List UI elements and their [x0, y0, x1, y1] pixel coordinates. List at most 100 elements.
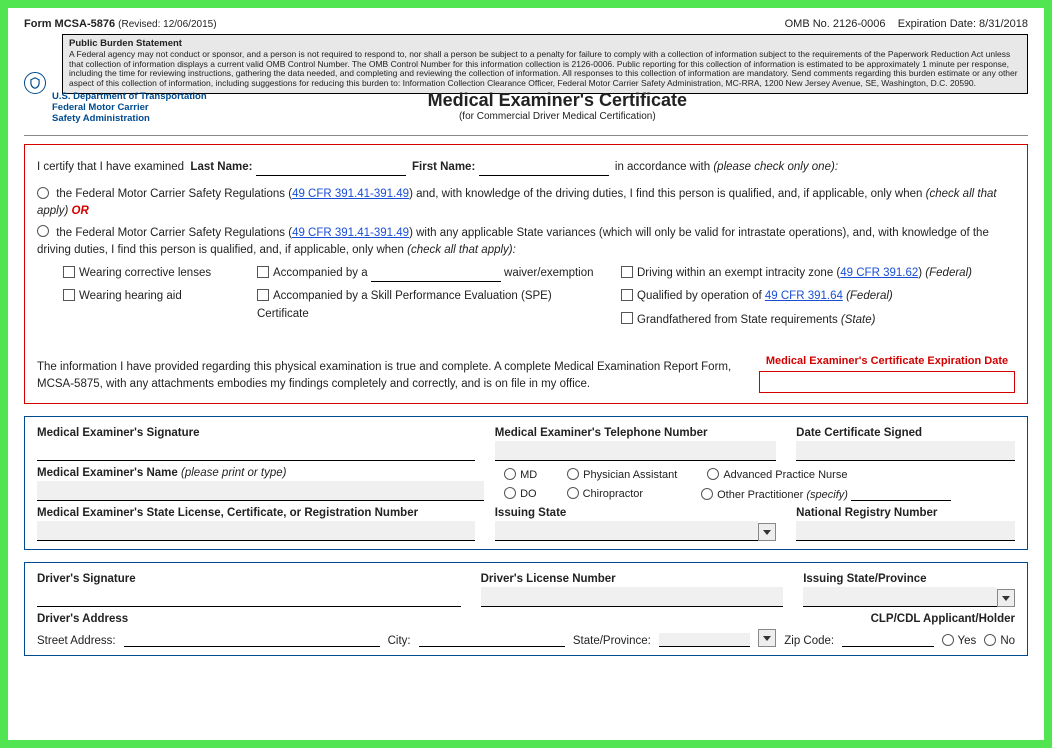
omb-number: OMB No. 2126-0006 [785, 18, 886, 30]
dot-logo-icon [24, 72, 46, 94]
driver-state-dropdown[interactable] [997, 589, 1015, 607]
issuing-state-dropdown[interactable] [758, 523, 776, 541]
burden-statement: Public Burden Statement A Federal agency… [62, 34, 1028, 94]
dept-line3: Safety Administration [52, 114, 207, 125]
title-header: U.S. Department of Transportation Federa… [24, 96, 1028, 136]
do-radio[interactable] [504, 487, 516, 499]
option-2-row: the Federal Motor Carrier Safety Regulat… [37, 225, 1015, 260]
last-name-input[interactable] [256, 162, 406, 176]
grandfathered-checkbox[interactable] [621, 312, 633, 324]
accordance-text: in accordance with [615, 161, 710, 173]
lenses-checkbox[interactable] [63, 266, 75, 278]
apn-label: Advanced Practice Nurse [723, 469, 847, 481]
spe-checkbox[interactable] [257, 289, 269, 301]
form-page: Form MCSA-5876 (Revised: 12/06/2015) OMB… [8, 8, 1044, 740]
examiner-sig-label: Medical Examiner's Signature [37, 427, 475, 439]
issuing-state-input[interactable] [495, 521, 758, 541]
yes-label: Yes [958, 635, 977, 647]
certification-section: I certify that I have examined Last Name… [24, 144, 1028, 405]
examiner-section: Medical Examiner's Signature Medical Exa… [24, 416, 1028, 550]
burden-text: A Federal agency may not conduct or spon… [69, 50, 1021, 89]
spe-label: Accompanied by a Skill Performance Evalu… [257, 290, 552, 319]
license-input[interactable] [37, 521, 475, 541]
clp-yes-radio[interactable] [942, 634, 954, 646]
examiner-name-label: Medical Examiner's Name [37, 467, 178, 479]
driver-sig-label: Driver's Signature [37, 573, 461, 585]
driver-sig-input[interactable] [37, 587, 461, 607]
intracity-label-a: Driving within an exempt intracity zone … [637, 267, 840, 279]
examiner-sig-input[interactable] [37, 441, 475, 461]
stprov-input[interactable] [659, 633, 750, 647]
md-radio[interactable] [504, 468, 516, 480]
stprov-dropdown[interactable] [758, 629, 776, 647]
opt2-text-a: the Federal Motor Carrier Safety Regulat… [56, 227, 292, 239]
grandfathered-label: Grandfathered from State requirements [637, 314, 838, 326]
top-header: Form MCSA-5876 (Revised: 12/06/2015) OMB… [24, 18, 1028, 30]
driver-section: Driver's Signature Driver's License Numb… [24, 562, 1028, 656]
cfr-link-1[interactable]: 49 CFR 391.41-391.49 [292, 188, 409, 200]
driver-state-input[interactable] [803, 587, 997, 607]
opt1-text-a: the Federal Motor Carrier Safety Regulat… [56, 188, 292, 200]
do-label: DO [520, 488, 537, 500]
street-input[interactable] [124, 633, 380, 647]
registry-input[interactable] [796, 521, 1015, 541]
specify-hint: (specify) [806, 489, 848, 501]
intracity-checkbox[interactable] [621, 266, 633, 278]
date-signed-label: Date Certificate Signed [796, 427, 1015, 439]
stprov-label: State/Province: [573, 635, 651, 647]
qualified-checkbox[interactable] [621, 289, 633, 301]
zip-input[interactable] [842, 633, 933, 647]
qualified-label-a: Qualified by operation of [637, 290, 762, 302]
examiner-name-input[interactable] [37, 481, 484, 501]
waiver-checkbox[interactable] [257, 266, 269, 278]
chiro-radio[interactable] [567, 487, 579, 499]
grandfathered-state: (State) [841, 314, 876, 326]
first-name-label: First Name: [412, 161, 475, 173]
hearing-label: Wearing hearing aid [79, 290, 182, 302]
other-radio[interactable] [701, 488, 713, 500]
waiver-input[interactable] [371, 268, 501, 282]
title-block: Medical Examiner's Certificate (for Comm… [207, 90, 908, 122]
first-name-input[interactable] [479, 162, 609, 176]
date-signed-input[interactable] [796, 441, 1015, 461]
apn-radio[interactable] [707, 468, 719, 480]
revised-date: (Revised: 12/06/2015) [118, 19, 216, 30]
intracity-link[interactable]: 49 CFR 391.62 [840, 267, 918, 279]
cfr-link-2[interactable]: 49 CFR 391.41-391.49 [292, 227, 409, 239]
other-specify-input[interactable] [851, 487, 951, 501]
intracity-fed: (Federal) [925, 267, 972, 279]
option-2-radio[interactable] [37, 225, 49, 237]
cert-exp-input[interactable] [759, 371, 1015, 393]
waiver-label-b: waiver/exemption [504, 267, 593, 279]
intracity-label-b: ) [918, 267, 922, 279]
form-number: Form MCSA-5876 [24, 18, 115, 30]
option-1-row: the Federal Motor Carrier Safety Regulat… [37, 186, 1015, 221]
hearing-checkbox[interactable] [63, 289, 75, 301]
city-input[interactable] [419, 633, 565, 647]
driver-address-label: Driver's Address [37, 613, 128, 625]
examiner-name-hint: (please print or type) [181, 467, 286, 479]
opt1-text-b: ) and, with knowledge of the driving dut… [409, 188, 922, 200]
waiver-label-a: Accompanied by a [273, 267, 368, 279]
city-label: City: [388, 635, 411, 647]
check-one-hint: (please check only one): [713, 161, 838, 173]
chiro-label: Chiropractor [583, 488, 644, 500]
driver-state-label: Issuing State/Province [803, 573, 1015, 585]
qualified-link[interactable]: 49 CFR 391.64 [765, 290, 843, 302]
info-statement: The information I have provided regardin… [37, 359, 737, 394]
or-text: OR [72, 205, 89, 217]
pa-radio[interactable] [567, 468, 579, 480]
certify-intro: I certify that I have examined [37, 161, 184, 173]
certify-line: I certify that I have examined Last Name… [37, 159, 1015, 176]
driver-license-input[interactable] [481, 587, 784, 607]
registry-label: National Registry Number [796, 507, 1015, 519]
street-label: Street Address: [37, 635, 116, 647]
examiner-tel-input[interactable] [495, 441, 776, 461]
option-1-radio[interactable] [37, 187, 49, 199]
department-block: U.S. Department of Transportation Federa… [52, 92, 207, 125]
pa-label: Physician Assistant [583, 469, 677, 481]
license-label: Medical Examiner's State License, Certif… [37, 507, 475, 519]
clp-no-radio[interactable] [984, 634, 996, 646]
no-label: No [1000, 635, 1015, 647]
zip-label: Zip Code: [784, 635, 834, 647]
